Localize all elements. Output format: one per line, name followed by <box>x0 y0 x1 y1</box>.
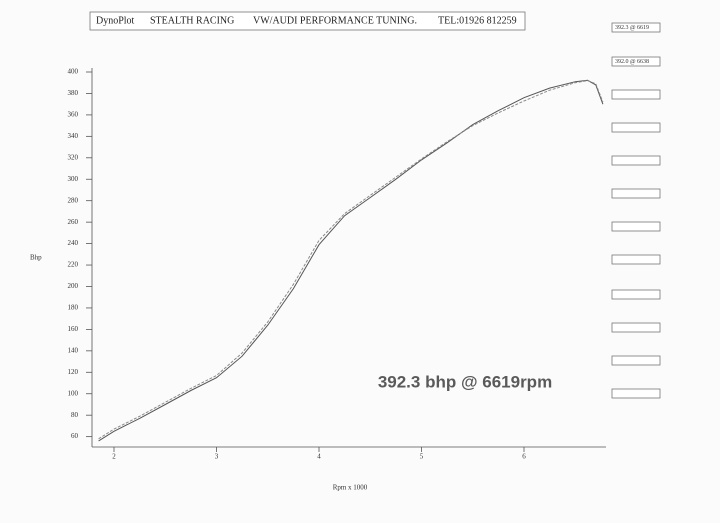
header-text: STEALTH RACING <box>150 15 234 26</box>
dyno-line <box>98 80 604 440</box>
x-tick-label: 5 <box>420 453 424 461</box>
x-tick-label: 2 <box>112 453 116 461</box>
reading-box <box>611 289 661 300</box>
dyno-line <box>98 79 604 442</box>
y-tick-label: 400 <box>68 68 79 76</box>
y-tick-label: 360 <box>68 111 79 119</box>
reading-box <box>611 155 661 166</box>
x-tick-label: 6 <box>522 453 526 461</box>
y-tick-label: 240 <box>68 239 79 247</box>
reading-box <box>611 254 661 265</box>
reading-box <box>611 221 661 232</box>
reading-box <box>611 355 661 366</box>
y-tick-label: 100 <box>68 389 79 397</box>
header-text: VW/AUDI PERFORMANCE TUNING. <box>253 15 417 26</box>
y-tick-label: 160 <box>68 325 79 333</box>
y-tick-label: 260 <box>68 218 79 226</box>
x-tick-label: 3 <box>215 453 219 461</box>
reading-box <box>611 22 661 33</box>
y-tick-label: 120 <box>68 368 79 376</box>
x-tick-label: 4 <box>317 453 321 461</box>
reading-box <box>611 89 661 100</box>
y-tick-label: 320 <box>68 153 79 161</box>
y-tick-label: 60 <box>71 432 79 440</box>
y-axis-label: Bhp <box>30 254 42 262</box>
y-tick-label: 220 <box>68 261 79 269</box>
reading-box <box>611 322 661 333</box>
y-tick-label: 80 <box>71 411 79 419</box>
y-tick-label: 200 <box>68 282 79 290</box>
reading-box <box>611 388 661 399</box>
header-text: TEL:01926 812259 <box>438 15 517 26</box>
y-tick-label: 140 <box>68 346 79 354</box>
header-box <box>89 11 526 31</box>
y-tick-label: 380 <box>68 89 79 97</box>
reading-box <box>611 122 661 133</box>
y-tick-label: 300 <box>68 175 79 183</box>
legend-entry: 392.0 @ 6638 <box>615 59 649 65</box>
header-text: DynoPlot <box>96 15 135 26</box>
reading-box <box>611 56 661 67</box>
y-tick-label: 340 <box>68 132 79 140</box>
y-tick-label: 280 <box>68 196 79 204</box>
reading-box <box>611 188 661 199</box>
reading-boxes <box>611 22 661 399</box>
legend-entry: 392.3 @ 6619 <box>615 25 649 31</box>
x-axis-label: Rpm x 1000 <box>333 484 368 492</box>
y-tick-label: 180 <box>68 304 79 312</box>
annotation: 392.3 bhp @ 6619rpm <box>378 372 552 391</box>
